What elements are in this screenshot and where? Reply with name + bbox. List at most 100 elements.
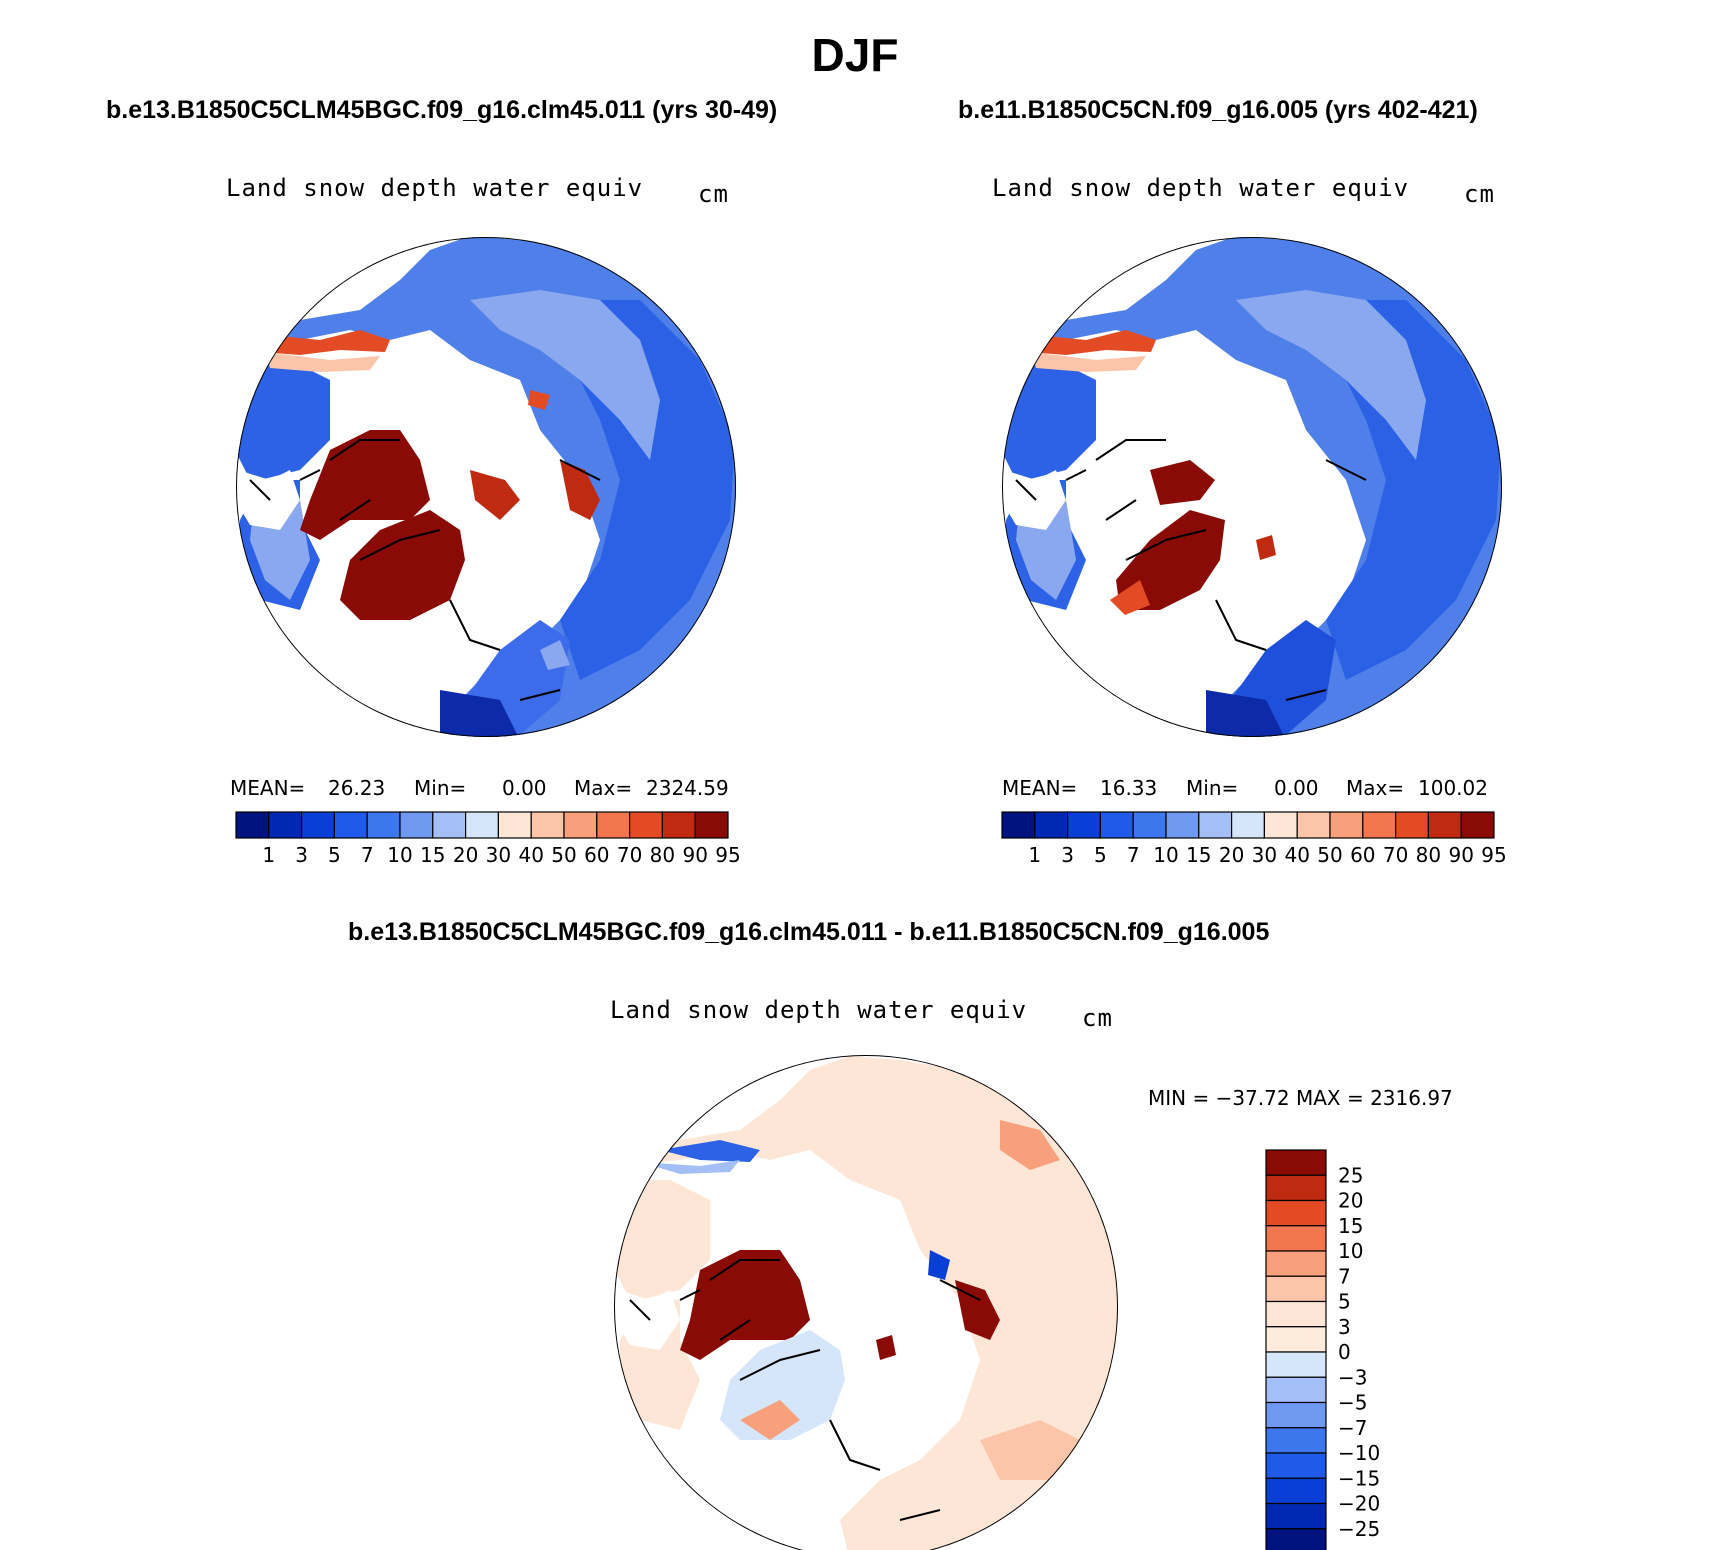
difference-colorbar-tick-label: 10 xyxy=(1338,1239,1363,1263)
left-min-label: Min= xyxy=(414,776,467,800)
left-colorbar-swatch xyxy=(563,811,598,839)
left-colorbar-swatch xyxy=(497,811,532,839)
difference-units: cm xyxy=(1082,1004,1113,1032)
left-colorbar-swatch xyxy=(596,811,631,839)
right-colorbar-tick-label: 60 xyxy=(1350,843,1375,867)
right-colorbar-tick-label: 95 xyxy=(1481,843,1506,867)
left-colorbar-swatch xyxy=(333,811,368,839)
difference-colorbar-tick-label: 0 xyxy=(1338,1340,1351,1364)
difference-colorbar-swatch xyxy=(1265,1300,1327,1328)
right-colorbar-tick-label: 10 xyxy=(1153,843,1178,867)
right-min-value: 0.00 xyxy=(1274,776,1319,800)
left-colorbar-swatch xyxy=(530,811,565,839)
right-colorbar-tick-label: 30 xyxy=(1252,843,1277,867)
difference-colorbar-swatch xyxy=(1265,1275,1327,1303)
right-colorbar-swatch xyxy=(1230,811,1265,839)
right-colorbar-tick-label: 80 xyxy=(1416,843,1441,867)
left-colorbar-swatch xyxy=(366,811,401,839)
difference-colorbar-swatch xyxy=(1265,1452,1327,1479)
difference-colorbar-tick-label: 5 xyxy=(1338,1290,1351,1314)
left-colorbar-tick-label: 30 xyxy=(486,843,511,867)
right-colorbar-swatch xyxy=(1165,811,1200,839)
right-max-value: 100.02 xyxy=(1418,776,1488,800)
left-colorbar-tick-label: 3 xyxy=(295,843,308,867)
left-max-value: 2324.59 xyxy=(646,776,729,800)
difference-colorbar-tick-label: 7 xyxy=(1338,1264,1351,1288)
left-polar-map xyxy=(236,237,736,737)
left-max-label: Max= xyxy=(574,776,633,800)
right-colorbar-swatch xyxy=(1034,811,1069,839)
right-colorbar-tick-label: 15 xyxy=(1186,843,1211,867)
difference-colorbar-tick-label: 3 xyxy=(1338,1315,1351,1339)
difference-colorbar-tick-label: −15 xyxy=(1338,1466,1380,1490)
difference-colorbar-tick-label: 25 xyxy=(1338,1163,1363,1187)
left-colorbar-tick-label: 40 xyxy=(518,843,543,867)
right-colorbar-tick-label: 1 xyxy=(1028,843,1041,867)
right-colorbar-tick-label: 20 xyxy=(1219,843,1244,867)
difference-variable-title: Land snow depth water equiv xyxy=(610,996,1028,1024)
left-min-value: 0.00 xyxy=(502,776,547,800)
left-colorbar-tick-label: 20 xyxy=(453,843,478,867)
left-colorbar-swatch xyxy=(628,811,663,839)
right-colorbar-swatch xyxy=(1296,811,1331,839)
right-colorbar-swatch xyxy=(1329,811,1364,839)
left-mean-label: MEAN= xyxy=(230,776,306,800)
left-colorbar: 1 3 5 7 10 15 20 30 40 50 60 70 80 90 95 xyxy=(235,811,741,867)
right-max-label: Max= xyxy=(1346,776,1405,800)
left-mean-value: 26.23 xyxy=(328,776,386,800)
right-colorbar-swatch xyxy=(1198,811,1233,839)
difference-colorbar-swatch xyxy=(1265,1502,1327,1530)
left-variable-title: Land snow depth water equiv xyxy=(226,174,644,202)
left-colorbar-tick-label: 5 xyxy=(328,843,341,867)
right-colorbar-swatch xyxy=(1427,811,1462,839)
left-case-title: b.e13.B1850C5CLM45BGC.f09_g16.clm45.011 … xyxy=(106,96,778,124)
difference-colorbar-swatch xyxy=(1265,1174,1327,1202)
right-colorbar-swatch xyxy=(1132,811,1167,839)
right-units: cm xyxy=(1464,180,1495,208)
difference-case-title: b.e13.B1850C5CLM45BGC.f09_g16.clm45.011 … xyxy=(348,918,1270,946)
left-colorbar-swatch xyxy=(465,811,500,839)
right-colorbar-tick-label: 7 xyxy=(1127,843,1140,867)
right-colorbar-swatch xyxy=(1362,811,1397,839)
left-colorbar-swatch xyxy=(694,811,729,839)
right-colorbar-swatch xyxy=(1001,811,1036,839)
difference-colorbar-swatch xyxy=(1265,1351,1327,1378)
difference-colorbar-swatch xyxy=(1265,1477,1327,1505)
left-colorbar-tick-label: 1 xyxy=(262,843,275,867)
right-colorbar-swatch xyxy=(1460,811,1495,839)
right-colorbar-swatch xyxy=(1066,811,1101,839)
left-colorbar-swatch xyxy=(661,811,696,839)
left-colorbar-tick-label: 10 xyxy=(387,843,412,867)
difference-colorbar-tick-label: −20 xyxy=(1338,1492,1380,1516)
difference-colorbar-tick-label: −3 xyxy=(1338,1365,1367,1389)
page-title: DJF xyxy=(811,29,899,81)
right-mean-value: 16.33 xyxy=(1100,776,1158,800)
right-min-label: Min= xyxy=(1186,776,1239,800)
right-colorbar-tick-label: 90 xyxy=(1448,843,1473,867)
right-colorbar-swatch xyxy=(1099,811,1134,839)
right-colorbar-tick-label: 50 xyxy=(1317,843,1342,867)
left-colorbar-swatch xyxy=(301,811,336,839)
left-colorbar-tick-label: 90 xyxy=(682,843,707,867)
left-colorbar-tick-label: 60 xyxy=(584,843,609,867)
right-polar-map xyxy=(1002,237,1502,737)
difference-colorbar-tick-label: −7 xyxy=(1338,1416,1367,1440)
right-colorbar-tick-label: 3 xyxy=(1061,843,1074,867)
difference-colorbar-swatch xyxy=(1265,1401,1327,1429)
difference-colorbar-tick-label: −5 xyxy=(1338,1391,1367,1415)
right-variable-title: Land snow depth water equiv xyxy=(992,174,1410,202)
left-colorbar-swatch xyxy=(432,811,467,839)
right-colorbar-swatch xyxy=(1263,811,1298,839)
difference-polar-map xyxy=(614,1055,1118,1550)
right-mean-label: MEAN= xyxy=(1002,776,1078,800)
left-colorbar-tick-label: 50 xyxy=(551,843,576,867)
left-colorbar-tick-label: 95 xyxy=(715,843,740,867)
difference-colorbar-tick-label: −10 xyxy=(1338,1441,1380,1465)
left-units: cm xyxy=(698,180,729,208)
difference-colorbar-swatch xyxy=(1265,1225,1327,1252)
difference-colorbar-swatch xyxy=(1265,1376,1327,1404)
left-colorbar-swatch xyxy=(399,811,434,839)
right-colorbar-swatch xyxy=(1394,811,1429,839)
